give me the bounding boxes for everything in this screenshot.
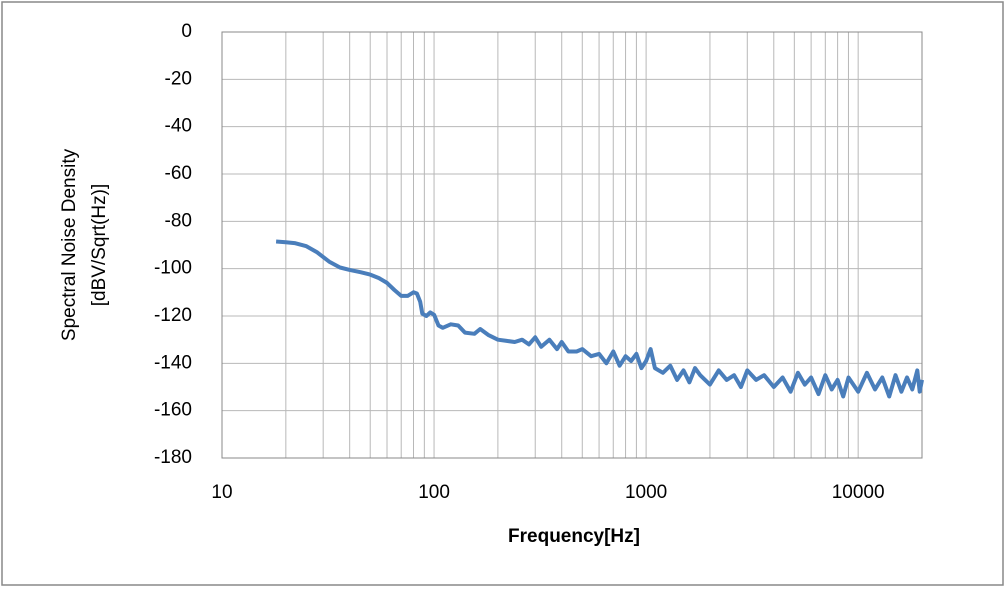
y-tick-label: -60 — [165, 163, 192, 184]
y-axis-label: [dBV/Sqrt(Hz)] — [89, 184, 110, 306]
y-axis-label: Spectral Noise Density — [59, 148, 80, 341]
x-tick-label: 100 — [418, 482, 450, 503]
y-tick-label: 0 — [181, 21, 192, 42]
y-tick-label: -140 — [154, 352, 192, 373]
y-tick-label: -120 — [154, 305, 192, 326]
x-tick-label: 1000 — [625, 482, 667, 503]
y-tick-label: -40 — [165, 116, 192, 137]
y-tick-label: -80 — [165, 210, 192, 231]
y-tick-label: -100 — [154, 258, 192, 279]
plot-border — [221, 31, 923, 459]
y-tick-label: -20 — [165, 68, 192, 89]
x-tick-label: 10000 — [832, 482, 885, 503]
x-axis-label: Frequency[Hz] — [508, 526, 640, 547]
data-line — [275, 239, 924, 399]
x-tick-label: 10 — [211, 482, 232, 503]
y-tick-label: -160 — [154, 400, 192, 421]
y-tick-label: -180 — [154, 447, 192, 468]
